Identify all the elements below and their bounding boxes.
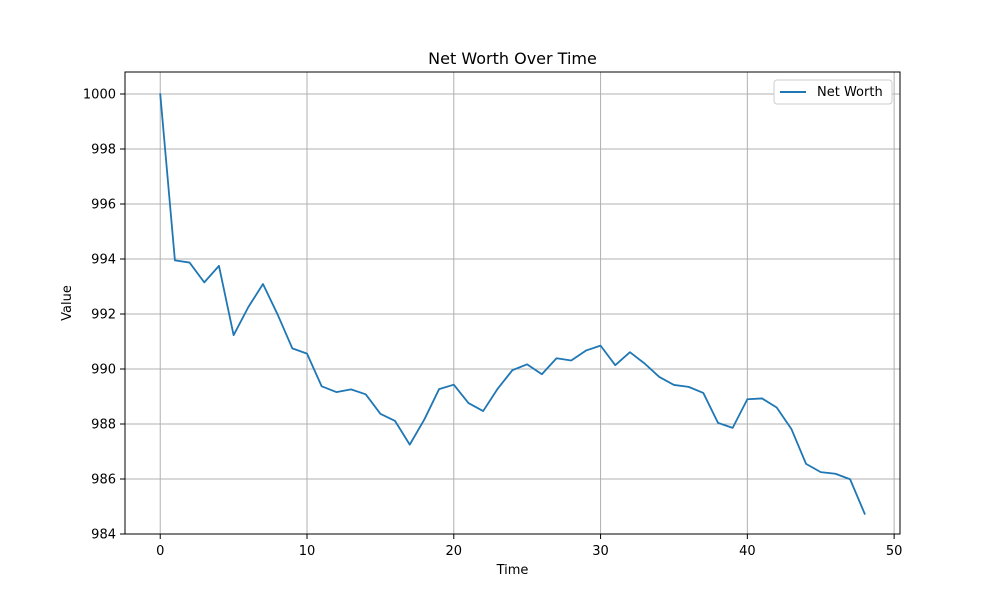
y-tick-label: 994 [91, 253, 116, 268]
y-tick-label: 992 [91, 308, 116, 323]
legend-series-label: Net Worth [817, 85, 883, 100]
series-layer [159, 93, 866, 515]
legend: Net Worth [773, 79, 893, 105]
x-tick-label: 40 [739, 544, 756, 559]
plot-frame [124, 71, 901, 535]
legend-box [773, 79, 893, 105]
x-axis-ticks: 0 10 20 30 40 50 [156, 534, 902, 559]
y-axis-ticks: 984 986 988 990 992 994 996 998 1000 [83, 88, 125, 543]
y-tick-label: 998 [91, 143, 116, 158]
x-tick-label: 30 [592, 544, 609, 559]
x-tick-label: 20 [446, 544, 463, 559]
x-tick-label: 10 [299, 544, 316, 559]
y-tick-label: 986 [91, 473, 116, 488]
y-tick-label: 988 [91, 418, 116, 433]
x-axis-label: Time [496, 563, 529, 578]
y-tick-label: 1000 [83, 88, 116, 103]
x-tick-label: 0 [156, 544, 164, 559]
y-tick-label: 984 [91, 528, 116, 543]
y-tick-label: 996 [91, 198, 116, 213]
x-tick-label: 50 [886, 544, 903, 559]
grid-lines [125, 72, 900, 535]
series-line-net-worth [159, 93, 866, 515]
y-tick-label: 990 [91, 363, 116, 378]
chart-title: Net Worth Over Time [428, 49, 597, 68]
y-axis-label: Value [60, 285, 75, 321]
